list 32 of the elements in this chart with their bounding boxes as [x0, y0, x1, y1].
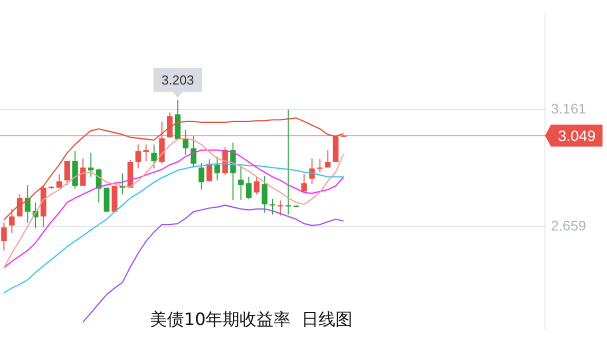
candlestick	[278, 200, 284, 216]
candlestick	[182, 129, 188, 156]
candlestick	[16, 194, 23, 217]
ref-line-label: 3.049	[558, 128, 596, 145]
candlestick	[254, 176, 260, 195]
y-tick-label: 2.659	[551, 217, 586, 234]
candlestick	[262, 175, 268, 214]
annotation: 3.203	[161, 72, 194, 88]
candlestick	[88, 152, 94, 178]
candlestick	[301, 174, 307, 193]
candlestick	[324, 150, 331, 168]
candlestick	[309, 158, 315, 185]
y-tick-label: 3.161	[551, 100, 586, 116]
text: 美债10年期收益率 日线图	[150, 309, 352, 331]
candlestick	[190, 136, 196, 168]
candlestick	[135, 144, 142, 169]
candlestick	[159, 120, 165, 164]
candlestick	[198, 162, 204, 190]
candlestick	[56, 174, 62, 188]
candlestick	[143, 144, 149, 162]
candlestick	[1, 222, 7, 251]
candlestick	[246, 176, 252, 200]
candlestick	[9, 208, 15, 234]
candlestick	[214, 156, 220, 181]
candlestick	[166, 112, 173, 138]
candlestick	[64, 160, 70, 186]
candlestick	[104, 187, 110, 212]
candlestick	[80, 158, 86, 186]
candlestick	[151, 144, 157, 169]
candlestick	[285, 109, 292, 216]
candlestick	[206, 158, 212, 182]
candlestick	[238, 165, 244, 200]
